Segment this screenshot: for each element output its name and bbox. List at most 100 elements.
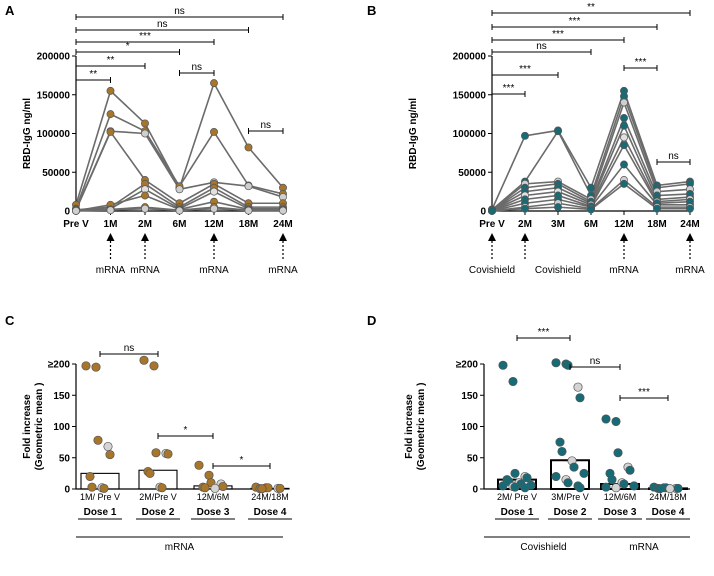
data-point [149,361,159,371]
x-tick-label: 6M [173,219,187,230]
data-point [620,179,628,188]
data-point [587,205,595,214]
data-point [601,414,611,424]
y-tick-label: 0 [480,207,486,218]
category-label: 12M/6M [197,492,230,502]
data-point [87,482,97,492]
data-point [210,127,218,136]
data-point [210,187,218,196]
vaccine-label: Covishield [535,265,581,276]
vaccine-arrowhead [686,233,694,241]
x-tick-label: 18M [239,219,258,230]
group-label: Covishield [520,542,566,553]
data-point [210,204,218,213]
y-axis-label: Fold increase [404,394,415,459]
data-point [488,206,496,215]
y-tick-label: 100 [461,422,478,433]
sig-label: *** [552,29,564,40]
category-label: 24M/18M [649,492,687,502]
dose-label: Dose 1 [84,507,117,518]
data-point [175,185,184,194]
vaccine-arrowhead [488,233,496,241]
series-line [75,130,284,210]
data-point [244,182,253,191]
vaccine-arrowhead [141,233,149,241]
series-line [75,130,283,211]
y-axis-label: RBD-IgG ng/ml [408,98,419,169]
vaccine-label: Covishield [469,265,515,276]
vaccine-label: mRNA [675,265,705,276]
data-point [279,206,287,215]
x-tick-label: 24M [680,219,699,230]
dose-label: Dose 2 [142,507,175,518]
group-label: mRNA [629,542,659,553]
x-tick-label: 3M [551,219,565,230]
sig-label: ** [107,55,115,66]
data-point [522,473,532,483]
x-tick-label: 18M [647,219,666,230]
sig-label: * [184,425,188,436]
data-point [200,483,210,493]
data-point [72,206,80,215]
vaccine-label: mRNA [199,265,229,276]
data-point [575,483,585,493]
sig-label: ns [174,6,185,17]
data-point [575,393,585,403]
data-point [81,361,91,371]
vaccine-arrowhead [620,233,628,241]
y-tick-label: 0 [472,485,478,496]
data-point [620,141,628,150]
y-tick-label: 0 [64,207,70,218]
x-tick-label: 2M [518,219,532,230]
sig-label: ns [124,343,135,354]
y-tick-label: 150000 [37,90,71,101]
group-label: mRNA [165,542,195,553]
y-tick-label: 100000 [453,129,487,140]
data-point [611,416,621,427]
data-point [141,191,149,200]
sig-label: *** [638,387,650,398]
data-point [141,119,149,128]
data-point [85,471,95,482]
data-point [555,437,565,447]
sig-label: ns [536,41,547,52]
data-point [210,79,218,88]
data-point [510,468,520,478]
category-label: 24M/18M [251,492,289,502]
data-point [625,465,635,475]
sig-label: ** [587,2,595,13]
x-tick-label: 6M [584,219,598,230]
category-label: 12M/6M [604,492,637,502]
data-point [163,449,173,459]
sig-label: *** [503,83,515,94]
data-point [210,483,220,493]
data-point [99,483,109,493]
category-label: 3M/Pre V [551,492,589,502]
data-point [141,129,149,138]
data-point [557,446,567,457]
y-tick-label: 50 [59,453,71,464]
data-point [554,127,562,136]
vaccine-label: mRNA [96,265,126,276]
data-point [551,471,561,482]
y-tick-label: 200000 [453,52,487,63]
data-point [587,183,595,192]
y-tick-label: 50000 [458,168,486,179]
y-tick-label: 50 [467,453,479,464]
data-point [106,110,115,119]
data-point [105,450,115,460]
data-point [106,127,115,136]
sig-label: ** [89,69,97,80]
data-point [620,121,628,130]
y-tick-label: 100 [53,422,70,433]
vaccine-label: mRNA [609,265,639,276]
sig-label: ns [191,62,202,73]
panel-letter-c: C [5,313,15,328]
dose-label: Dose 1 [501,507,534,518]
y-axis-label: (Geometric mean ) [34,383,45,471]
data-point [563,360,573,370]
data-point [141,204,149,213]
vaccine-arrowhead [210,233,218,241]
panel-letter-a: A [5,3,15,18]
